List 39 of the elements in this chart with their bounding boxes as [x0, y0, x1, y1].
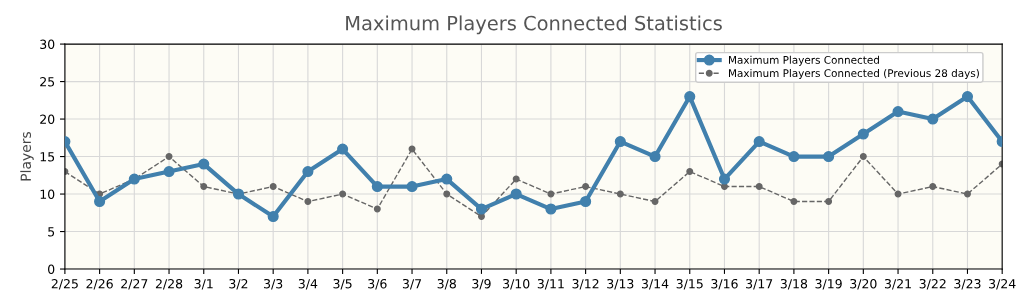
- x-tick-label: 3/10: [503, 278, 530, 290]
- x-tick-label: 3/4: [298, 278, 318, 290]
- x-tick-label: 3/17: [746, 278, 773, 290]
- x-tick-label: 3/23: [954, 278, 981, 290]
- y-tick-label: 25: [40, 77, 55, 87]
- x-tick-label: 3/15: [676, 278, 703, 290]
- x-tick-label: 3/7: [402, 278, 422, 290]
- x-tick-label: 2/28: [155, 278, 183, 290]
- x-tick-label: 3/1: [194, 278, 213, 290]
- x-tick-label: 2/26: [86, 278, 113, 290]
- x-tick-label: 3/2: [229, 278, 248, 290]
- x-tick-label: 3/24: [989, 278, 1016, 290]
- y-axis-title: Players: [20, 132, 34, 181]
- x-tick-label: 3/3: [264, 278, 283, 290]
- legend-label: Maximum Players Connected (Previous 28 days): [729, 68, 979, 80]
- x-tick-label: 3/13: [607, 278, 634, 290]
- x-tick-label: 3/22: [919, 278, 946, 290]
- x-tick-label: 3/21: [884, 278, 911, 290]
- x-tick-label: 3/14: [641, 278, 669, 290]
- x-tick-label: 3/12: [572, 278, 599, 290]
- x-tick-label: 3/9: [472, 278, 491, 290]
- x-tick-label: 3/20: [850, 278, 877, 290]
- y-tick-label: 5: [48, 227, 55, 237]
- y-tick-label: 0: [48, 264, 55, 274]
- x-tick-label: 2/25: [51, 278, 78, 290]
- x-tick-label: 3/8: [437, 278, 456, 290]
- x-tick-label: 3/6: [368, 278, 387, 290]
- x-tick-label: 3/16: [711, 278, 738, 290]
- y-tick-label: 20: [40, 114, 55, 124]
- y-tick-label: 10: [40, 189, 55, 199]
- chart-title: Maximum Players Connected Statistics: [346, 15, 722, 35]
- y-tick-label: 30: [40, 39, 55, 50]
- x-tick-label: 3/19: [815, 278, 842, 290]
- y-tick-label: 15: [40, 152, 55, 162]
- x-tick-label: 2/27: [121, 278, 148, 290]
- x-tick-label: 3/18: [780, 278, 808, 290]
- x-tick-label: 3/11: [537, 278, 564, 290]
- legend-label: Maximum Players Connected: [729, 55, 879, 66]
- x-tick-label: 3/5: [333, 278, 352, 290]
